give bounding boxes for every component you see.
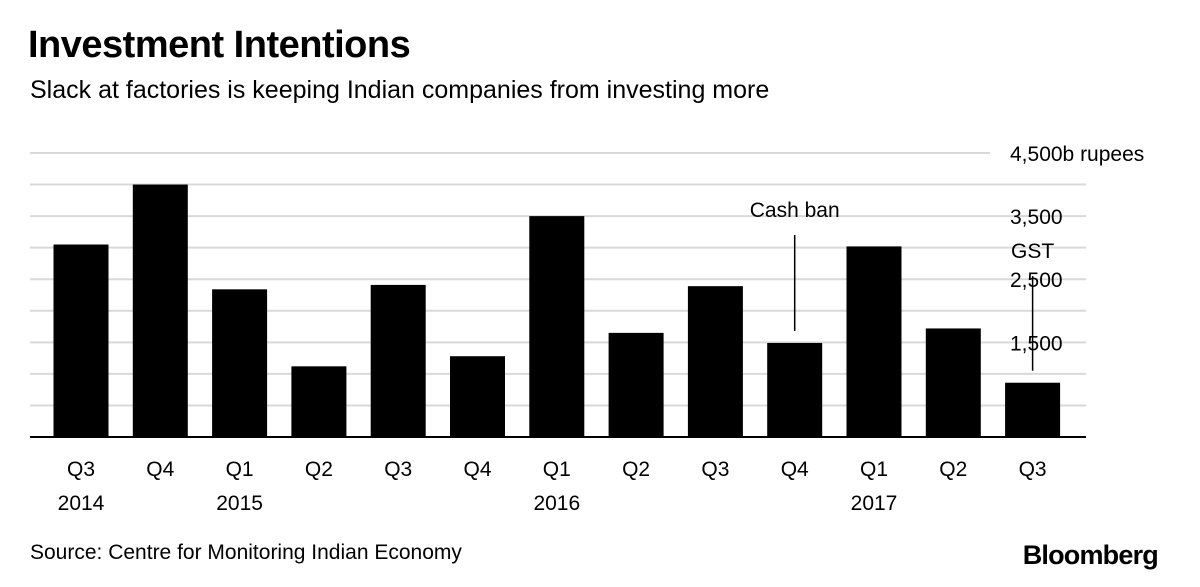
bar-6 <box>529 216 585 437</box>
bloomberg-logo: Bloomberg <box>1022 540 1159 570</box>
x-tick-label: Q4 <box>146 458 174 481</box>
bar-5 <box>450 356 505 437</box>
bar-3 <box>291 366 347 437</box>
bar-0 <box>53 244 109 437</box>
x-tick-label: Q3 <box>701 458 729 481</box>
x-tick-label: Q2 <box>939 458 967 481</box>
bar-11 <box>925 328 981 437</box>
bar-4 <box>370 284 426 437</box>
y-tick-label: 3,500 <box>1010 206 1063 229</box>
bar-1 <box>132 184 188 437</box>
chart-subtitle: Slack at factories is keeping Indian com… <box>30 76 770 104</box>
y-tick-label: 2,500 <box>1010 269 1063 292</box>
x-tick-label: Q3 <box>1019 458 1047 481</box>
x-year-label: 2015 <box>216 492 263 515</box>
bar-10 <box>846 246 902 437</box>
bar-2 <box>212 289 268 437</box>
y-axis-tick-labels: 500 1,500 2,500 3,500 4,500b rupees <box>1010 143 1144 418</box>
x-tick-label: Q1 <box>226 458 254 481</box>
bar-7 <box>608 332 664 437</box>
bars <box>53 184 1061 437</box>
annotations: Cash ban GST <box>750 199 1054 371</box>
x-tick-label: Q2 <box>305 458 333 481</box>
x-year-label: 2014 <box>58 492 105 515</box>
x-tick-label: Q1 <box>543 458 571 481</box>
x-tick-label: Q4 <box>781 458 809 481</box>
x-year-label: 2017 <box>851 492 898 515</box>
x-tick-label: Q4 <box>463 458 491 481</box>
annotation-label: Cash ban <box>750 199 840 222</box>
bar-12 <box>1005 382 1061 437</box>
x-tick-label: Q3 <box>384 458 412 481</box>
bar-8 <box>687 286 743 437</box>
bar-9 <box>767 342 823 437</box>
y-tick-label: 1,500 <box>1010 332 1063 355</box>
x-tick-label: Q1 <box>860 458 888 481</box>
y-tick-label: 4,500b rupees <box>1010 143 1144 166</box>
y-tick-label: 500 <box>1010 395 1045 418</box>
x-year-label: 2016 <box>533 492 580 515</box>
x-axis-tick-labels: Q3 Q4 Q1 Q2 Q3 Q4 Q1 Q2 Q3 Q4 Q1 Q2 Q3 2014 2015 2016 20… <box>58 458 1047 515</box>
x-tick-label: Q2 <box>622 458 650 481</box>
source-note: Source: Centre for Monitoring Indian Eco… <box>30 541 462 564</box>
annotation-label: GST <box>1011 240 1054 263</box>
x-tick-label: Q3 <box>67 458 95 481</box>
chart-title: Investment Intentions <box>28 24 411 66</box>
